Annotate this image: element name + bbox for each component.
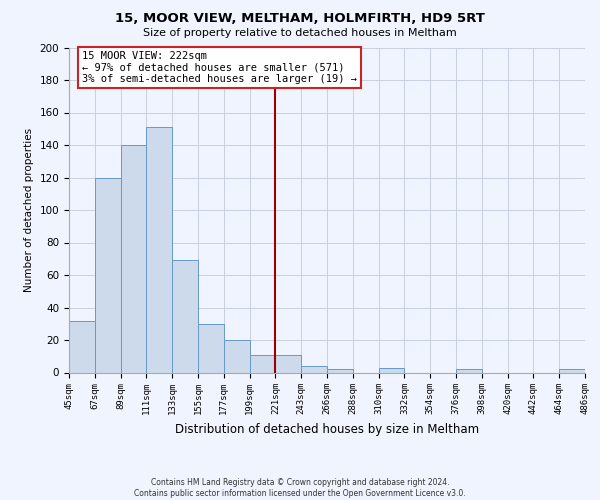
Bar [301, 366, 327, 372]
Text: Size of property relative to detached houses in Meltham: Size of property relative to detached ho… [143, 28, 457, 38]
Bar [327, 369, 353, 372]
Bar [198, 324, 224, 372]
Text: 15, MOOR VIEW, MELTHAM, HOLMFIRTH, HD9 5RT: 15, MOOR VIEW, MELTHAM, HOLMFIRTH, HD9 5… [115, 12, 485, 26]
Bar [456, 369, 482, 372]
Bar [559, 369, 585, 372]
Bar [250, 354, 275, 372]
Bar [275, 354, 301, 372]
Bar [379, 368, 404, 372]
X-axis label: Distribution of detached houses by size in Meltham: Distribution of detached houses by size … [175, 423, 479, 436]
Bar [69, 320, 95, 372]
Y-axis label: Number of detached properties: Number of detached properties [24, 128, 34, 292]
Text: Contains HM Land Registry data © Crown copyright and database right 2024.
Contai: Contains HM Land Registry data © Crown c… [134, 478, 466, 498]
Bar [121, 145, 146, 372]
Bar [172, 260, 198, 372]
Text: 15 MOOR VIEW: 222sqm
← 97% of detached houses are smaller (571)
3% of semi-detac: 15 MOOR VIEW: 222sqm ← 97% of detached h… [82, 51, 357, 84]
Bar [224, 340, 250, 372]
Bar [146, 127, 172, 372]
Bar [95, 178, 121, 372]
